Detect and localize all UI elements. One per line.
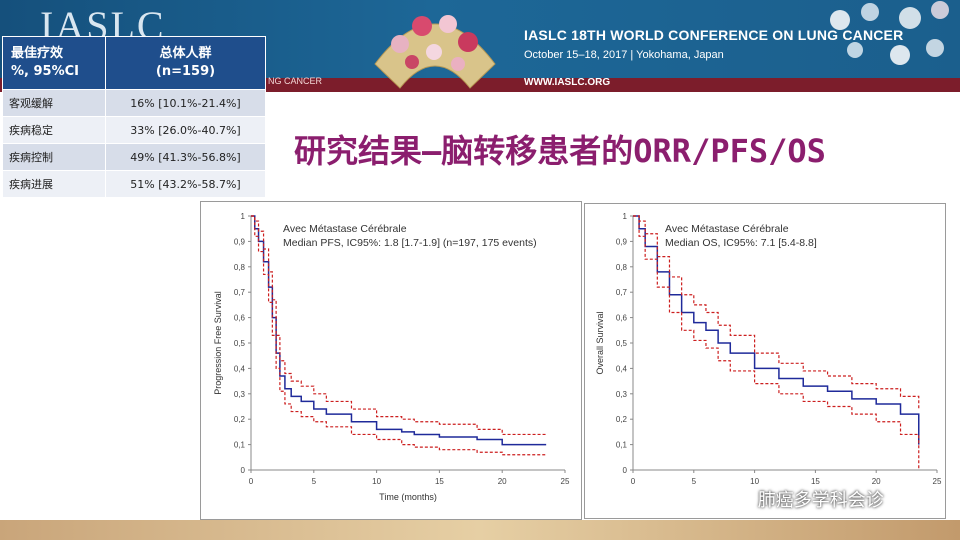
x-tick-label: 10: [750, 477, 759, 486]
km-curve-estimate: [251, 215, 547, 446]
y-tick-label: 0,9: [616, 237, 628, 246]
x-tick-label: 5: [312, 477, 317, 486]
km-curve-estimate: [633, 215, 920, 445]
y-tick-label: 0,9: [234, 237, 246, 246]
row-value: 16% [10.1%-21.4%]: [105, 89, 266, 117]
chart-title: Avec Métastase Cérébrale: [665, 223, 789, 235]
km-curve-lower-95: [251, 215, 547, 456]
km-curve-lower-95: [633, 215, 920, 470]
row-label: 客观缓解: [2, 89, 106, 117]
x-tick-label: 15: [811, 477, 820, 486]
y-tick-label: 1: [241, 212, 246, 221]
km-curve-upper-95: [251, 215, 547, 436]
x-tick-label: 20: [872, 477, 881, 486]
table-row: 疾病进展 51% [43.2%-58.7%]: [2, 170, 266, 198]
row-value: 49% [41.3%-56.8%]: [105, 143, 266, 171]
x-tick-label: 20: [498, 477, 507, 486]
os-chart: 00,10,20,30,40,50,60,70,80,910 5 10 15 20 25A…: [595, 212, 942, 486]
pfs-chart-panel: 0 0,1 0,2 0,3 0,4 0,5 0,6 0,7 0,8 0,9 1 0 5 10 15 20 25 A…: [200, 201, 582, 520]
y-tick-label: 0,6: [616, 314, 628, 323]
y-tick-label: 0,6: [234, 314, 246, 323]
y-axis-label: Progression Free Survival: [213, 291, 223, 395]
os-chart-panel: 0 0,1 0,2 0,3 0,4 0,5 0,6 0,7 0,8 0,9 1 0 5 10 15 20 25 A…: [584, 203, 946, 519]
y-tick-label: 0,7: [234, 288, 246, 297]
watermark-text: 肺癌多学科会诊: [757, 490, 884, 511]
y-tick-label: 0,4: [234, 364, 246, 373]
table-header-row: 最佳疗效%, 95%CI 总体人群 (n=159): [2, 36, 266, 90]
conference-tag: NG CANCER: [268, 76, 323, 86]
y-tick-label: 0,4: [616, 364, 628, 373]
watermark: 肺癌多学科会诊: [730, 486, 884, 512]
chart-subtitle: Median OS, IC95%: 7.1 [5.4-8.8]: [665, 237, 817, 249]
y-tick-label: 0,5: [616, 339, 628, 348]
row-value: 33% [26.0%-40.7%]: [105, 116, 266, 144]
table-header-endpoint: 最佳疗效%, 95%CI: [2, 36, 106, 90]
row-label: 疾病进展: [2, 170, 106, 198]
fan-flowers-icon: [374, 15, 496, 89]
y-tick-label: 0: [623, 466, 628, 475]
x-tick-label: 5: [692, 477, 697, 486]
y-tick-label: 0,1: [234, 441, 246, 450]
y-tick-label: 0,1: [616, 441, 628, 450]
x-tick-label: 0: [249, 477, 254, 486]
header-col1-text: 最佳疗效%, 95%CI: [11, 46, 79, 79]
x-tick-label: 25: [933, 477, 942, 486]
y-tick-label: 0,8: [234, 263, 246, 272]
x-tick-label: 0: [631, 477, 636, 486]
y-tick-label: 1: [623, 212, 628, 221]
slide-title: 研究结果—脑转移患者的ORR/PFS/OS: [294, 132, 826, 170]
response-table: 最佳疗效%, 95%CI 总体人群 (n=159) 客观缓解 16% [10.1%…: [2, 36, 266, 198]
row-label: 疾病控制: [2, 143, 106, 171]
table-row: 疾病稳定 33% [26.0%-40.7%]: [2, 116, 266, 144]
row-value: 51% [43.2%-58.7%]: [105, 170, 266, 198]
x-tick-label: 25: [561, 477, 570, 486]
conference-dates: October 15–18, 2017 | Yokohama, Japan: [524, 49, 724, 61]
km-curve-upper-95: [633, 215, 920, 410]
y-tick-label: 0,3: [234, 390, 246, 399]
x-tick-label: 10: [372, 477, 381, 486]
x-axis-label: Time (months): [379, 492, 437, 502]
x-tick-label: 15: [435, 477, 444, 486]
pfs-chart: 00,10,20,30,40,50,60,70,80,910 5 10 15 20 25A…: [213, 212, 570, 502]
table-row: 疾病控制 49% [41.3%-56.8%]: [2, 143, 266, 171]
y-tick-label: 0,3: [616, 390, 628, 399]
y-tick-label: 0,8: [616, 263, 628, 272]
y-tick-label: 0,2: [616, 415, 628, 424]
row-label: 疾病稳定: [2, 116, 106, 144]
table-header-population: 总体人群 (n=159): [105, 36, 266, 90]
chart-title: Avec Métastase Cérébrale: [283, 223, 407, 235]
conference-url: WWW.IASLC.ORG: [524, 77, 611, 88]
wechat-icon: [730, 491, 752, 508]
y-tick-label: 0,5: [234, 339, 246, 348]
conference-title: IASLC 18TH WORLD CONFERENCE ON LUNG CANC…: [524, 27, 904, 43]
y-axis-label: Overall Survival: [595, 311, 605, 374]
bottom-decor-bar: [0, 520, 960, 540]
y-tick-label: 0,2: [234, 415, 246, 424]
header-col2-text: 总体人群 (n=159): [155, 46, 216, 79]
y-tick-label: 0,7: [616, 288, 628, 297]
chart-subtitle: Median PFS, IC95%: 1.8 [1.7-1.9] (n=197,…: [283, 237, 537, 249]
cherry-blossom-icon: [830, 1, 949, 65]
table-row: 客观缓解 16% [10.1%-21.4%]: [2, 89, 266, 117]
y-tick-label: 0: [241, 466, 246, 475]
